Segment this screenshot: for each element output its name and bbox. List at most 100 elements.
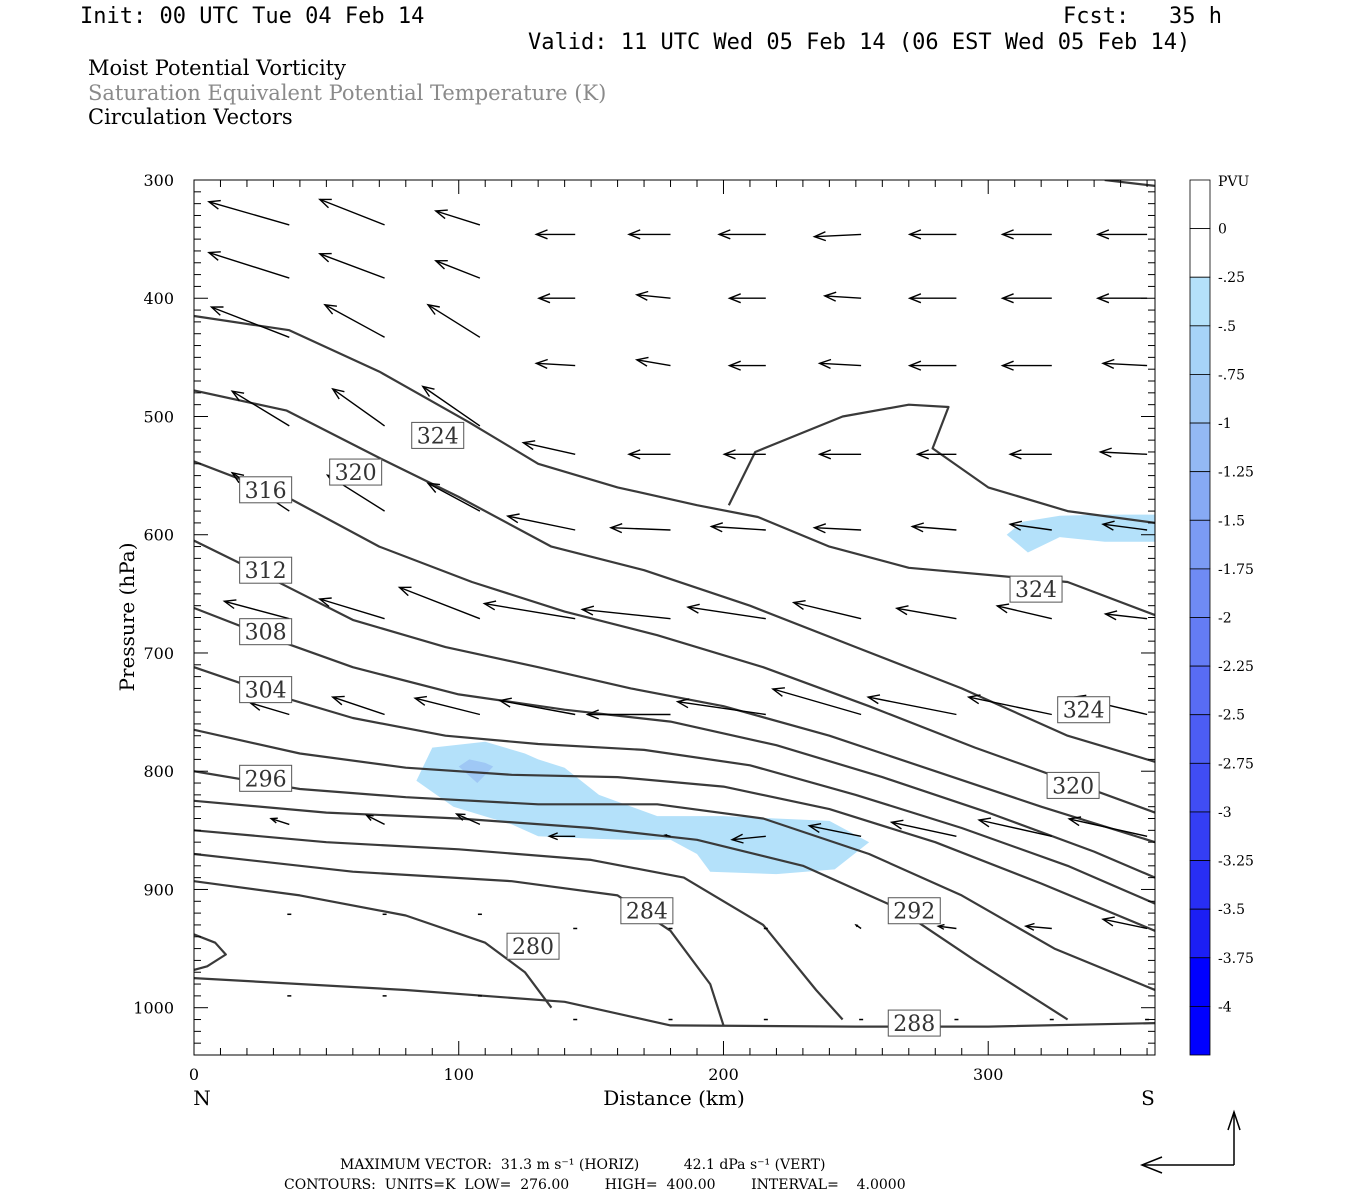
x-axis-title: Distance (km) bbox=[603, 1086, 745, 1110]
circulation-vector bbox=[426, 303, 481, 338]
colorbar-label: -3.25 bbox=[1218, 854, 1254, 870]
theta-e-contour bbox=[194, 977, 1155, 1028]
colorbar-label: -1.25 bbox=[1218, 465, 1254, 481]
circulation-vector bbox=[1067, 816, 1148, 837]
circulation-vector bbox=[421, 385, 481, 427]
colorbar-swatch bbox=[1189, 568, 1211, 618]
contour-label-box bbox=[239, 676, 293, 704]
contour-label: 324 bbox=[1063, 699, 1105, 724]
circulation-vector bbox=[580, 605, 671, 620]
circulation-vector bbox=[866, 694, 957, 716]
colorbar-title: PVU bbox=[1218, 174, 1250, 190]
x-tick-label: 0 bbox=[189, 1065, 199, 1084]
contour-label: 308 bbox=[245, 621, 287, 646]
circulation-vector bbox=[609, 523, 671, 534]
pv-shade-region bbox=[458, 759, 494, 783]
theta-e-contour bbox=[194, 460, 1155, 814]
circulation-vector bbox=[889, 819, 957, 837]
circulation-vector bbox=[318, 597, 385, 620]
circulation-vector bbox=[663, 834, 671, 837]
circulation-vector bbox=[822, 291, 862, 302]
theta-e-contour bbox=[194, 799, 1069, 1021]
contour-label-box bbox=[620, 897, 674, 925]
colorbar-label: -3.5 bbox=[1218, 902, 1245, 918]
contour-label: 324 bbox=[417, 424, 459, 449]
max-vector-note: MAXIMUM VECTOR: 31.3 m s⁻¹ (HORIZ) 42.1 … bbox=[340, 1157, 826, 1173]
circulation-vector bbox=[1095, 293, 1148, 304]
circulation-vector bbox=[1103, 610, 1148, 621]
valid-time: Valid: 11 UTC Wed 05 Feb 14 (06 EST Wed … bbox=[528, 30, 1191, 55]
circulation-vector bbox=[812, 231, 862, 242]
contour-label-box bbox=[329, 458, 383, 486]
legend-pv: Moist Potential Vorticity bbox=[88, 56, 346, 80]
y-tick-label: 500 bbox=[143, 407, 174, 426]
colorbar-label: -2 bbox=[1218, 611, 1232, 627]
colorbar-label: -3 bbox=[1218, 805, 1232, 821]
colorbar-label: -2.5 bbox=[1218, 708, 1245, 724]
circulation-vector bbox=[817, 358, 862, 370]
colorbar-swatch bbox=[1189, 374, 1211, 424]
circulation-vector bbox=[1098, 447, 1148, 458]
pv-shade-region bbox=[416, 741, 870, 875]
colorbar-swatch bbox=[1189, 908, 1211, 959]
init-time: Init: 00 UTC Tue 04 Feb 14 bbox=[80, 4, 425, 29]
circulation-vector bbox=[995, 603, 1052, 620]
y-tick-label: 400 bbox=[143, 289, 174, 308]
pv-shade-region bbox=[1006, 514, 1155, 553]
circulation-vector bbox=[521, 440, 576, 455]
colorbar-label: -2.75 bbox=[1218, 756, 1254, 772]
circulation-vector bbox=[627, 449, 671, 460]
circulation-vector bbox=[791, 600, 862, 620]
contour-label: 316 bbox=[245, 479, 287, 504]
theta-e-contour bbox=[727, 403, 1155, 524]
colorbar-label: 0 bbox=[1218, 222, 1227, 238]
colorbar-swatch bbox=[1189, 811, 1211, 861]
circulation-vector bbox=[1101, 520, 1148, 531]
circulation-vector bbox=[454, 813, 481, 826]
contour-label: 288 bbox=[893, 1012, 935, 1037]
contour-label-box bbox=[1009, 575, 1063, 603]
contour-label-box bbox=[1057, 696, 1111, 724]
theta-e-contour bbox=[194, 314, 1155, 617]
theta-e-contour bbox=[194, 666, 1155, 905]
circulation-vector bbox=[433, 209, 481, 226]
theta-e-contour bbox=[194, 770, 1155, 992]
circulation-vector bbox=[722, 449, 766, 460]
colorbar-label: -4 bbox=[1218, 999, 1232, 1015]
reference-vector-icon bbox=[1139, 1109, 1241, 1174]
circulation-vector bbox=[727, 293, 766, 304]
circulation-vector bbox=[812, 523, 862, 534]
contour-label: 320 bbox=[335, 461, 377, 486]
circulation-vector bbox=[248, 701, 290, 716]
theta-e-contour bbox=[194, 880, 553, 1009]
circulation-vector bbox=[585, 709, 671, 720]
circulation-vector bbox=[717, 229, 766, 240]
theta-e-contour bbox=[194, 606, 1155, 879]
contour-label-box bbox=[239, 764, 293, 792]
colorbar-label: -1.5 bbox=[1218, 513, 1245, 529]
contour-label: 312 bbox=[245, 559, 287, 584]
circulation-vector bbox=[915, 449, 957, 460]
theta-e-contour bbox=[194, 852, 725, 1026]
circulation-vector bbox=[505, 513, 576, 531]
colorbar-label: -3.75 bbox=[1218, 951, 1254, 967]
theta-e-contour bbox=[194, 829, 844, 1021]
contour-label: 320 bbox=[1052, 774, 1094, 799]
colorbar-swatch bbox=[1189, 325, 1211, 375]
circulation-vector bbox=[1000, 360, 1052, 371]
circulation-vector bbox=[230, 390, 290, 427]
x-tick-label: 300 bbox=[973, 1065, 1004, 1084]
circulation-vector bbox=[209, 306, 290, 338]
theta-e-contour bbox=[194, 728, 1155, 932]
circulation-vector bbox=[977, 817, 1052, 837]
circulation-vector bbox=[727, 360, 766, 371]
y-tick-label: 800 bbox=[143, 762, 174, 781]
circulation-vector bbox=[207, 251, 290, 279]
circulation-vector bbox=[364, 814, 385, 826]
colorbar-swatch bbox=[1189, 617, 1211, 667]
circulation-vector bbox=[807, 823, 862, 837]
contour-label-box bbox=[239, 618, 293, 646]
circulation-vector bbox=[817, 449, 862, 460]
circulation-vector bbox=[907, 360, 957, 371]
